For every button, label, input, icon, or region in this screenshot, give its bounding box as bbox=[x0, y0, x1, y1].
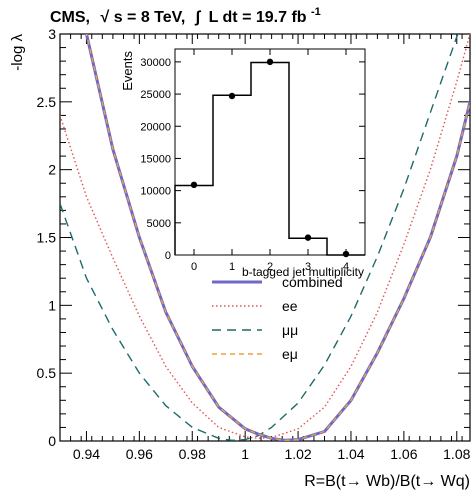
x-axis-label: R=B(t→ Wb)/B(t→ Wq) bbox=[304, 473, 470, 490]
chart-title: CMS, √ s = 8 TeV, ∫ L dt = 19.7 fb -1 bbox=[50, 6, 321, 26]
x-tick-label: 1.02 bbox=[284, 446, 311, 462]
inset-y-tick-label: 15000 bbox=[140, 153, 171, 165]
inset-y-tick-label: 10000 bbox=[140, 186, 171, 198]
inset-y-tick-label: 30000 bbox=[140, 57, 171, 69]
x-tick-label: 1.08 bbox=[443, 446, 470, 462]
y-tick-label: 2.5 bbox=[37, 94, 57, 110]
y-axis-label: -log λ bbox=[9, 34, 26, 71]
legend-label-emu: eμ bbox=[282, 346, 298, 362]
inset-x-tick-label: 1 bbox=[229, 261, 235, 273]
x-tick-label: 1.04 bbox=[337, 446, 364, 462]
x-tick-label: 0.94 bbox=[73, 446, 100, 462]
inset-x-tick-label: 0 bbox=[191, 261, 197, 273]
inset-x-axis: 0 1 2 3 4 bbox=[191, 49, 349, 273]
y-tick-label: 0 bbox=[48, 433, 56, 449]
inset-background bbox=[175, 49, 365, 255]
series-line-emu bbox=[85, 34, 470, 441]
inset-data-points bbox=[190, 58, 350, 258]
inset-y-tick-label: 0 bbox=[165, 250, 171, 262]
legend: combined ee μμ eμ bbox=[212, 274, 343, 362]
x-tick-label: 0.98 bbox=[179, 446, 206, 462]
y-axis: 0 0.5 1 1.5 2 2.5 3 bbox=[37, 26, 470, 449]
inset-x-label: b-tagged jet multiplicity bbox=[242, 265, 364, 279]
x-tick-label: 1.06 bbox=[390, 446, 417, 462]
y-tick-label: 1.5 bbox=[37, 230, 57, 246]
inset-bars bbox=[174, 61, 365, 256]
inset-data-point bbox=[228, 92, 236, 100]
inset-data-point bbox=[304, 234, 312, 241]
y-tick-label: 1 bbox=[48, 297, 56, 313]
title-integral-symbol: ∫ bbox=[194, 9, 202, 26]
title-prefix: CMS, bbox=[50, 9, 90, 26]
series-lines bbox=[60, 34, 470, 441]
title-lumi: L dt = 19.7 fb bbox=[209, 9, 307, 26]
title-sqrt-symbol: √ bbox=[100, 9, 109, 26]
y-tick-label: 2 bbox=[48, 162, 56, 178]
inset-x-tick-label: 3 bbox=[305, 261, 311, 273]
y-tick-label: 3 bbox=[48, 26, 56, 42]
inset-y-tick-label: 20000 bbox=[140, 121, 171, 133]
title-energy: s = 8 TeV, bbox=[114, 9, 186, 26]
inset-data-point bbox=[190, 181, 198, 189]
inset-y-tick-label: 25000 bbox=[140, 89, 171, 101]
inset-histogram: 0 1 2 3 4 0 5000 10000 15000 20000 25000 30000 Eve… bbox=[120, 48, 366, 279]
title-lumi-exponent: -1 bbox=[311, 6, 321, 18]
inset-y-axis: 0 5000 10000 15000 20000 25000 30000 bbox=[140, 57, 365, 262]
legend-label-combined: combined bbox=[282, 274, 343, 290]
x-tick-label: 0.96 bbox=[126, 446, 153, 462]
y-tick-label: 0.5 bbox=[37, 365, 57, 381]
inset-data-point bbox=[266, 58, 274, 66]
inset-x-tick-label: 2 bbox=[267, 261, 273, 273]
plot-area: 0.94 0.96 0.98 1 1.02 1.04 1.06 1.08 0 0.5 1 1.5 2 2… bbox=[37, 26, 471, 462]
x-tick-label: 1 bbox=[241, 446, 249, 462]
legend-label-mumu: μμ bbox=[282, 322, 298, 338]
inset-y-label: Events bbox=[120, 51, 135, 91]
inset-y-tick-label: 5000 bbox=[147, 218, 171, 230]
legend-label-ee: ee bbox=[282, 298, 298, 314]
inset-histogram-line bbox=[174, 61, 365, 256]
inset-x-tick-label: 4 bbox=[343, 261, 349, 273]
inset-data-point bbox=[342, 250, 350, 258]
